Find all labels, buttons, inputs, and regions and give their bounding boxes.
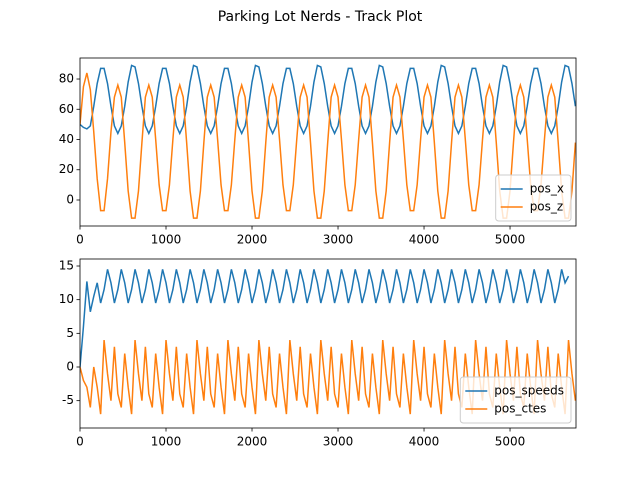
- x-tick-label: 4000: [409, 233, 440, 247]
- x-tick-label: 3000: [323, 233, 354, 247]
- x-tick-label: 5000: [495, 233, 526, 247]
- x-tick-label: 1000: [151, 233, 182, 247]
- y-tick-label: 40: [59, 132, 74, 146]
- legend-box: [459, 376, 572, 424]
- series-line: [80, 269, 570, 368]
- legend: pos_x pos_z: [495, 174, 572, 222]
- y-tick-label: 15: [59, 259, 74, 273]
- legend: pos_speeds pos_ctes: [459, 376, 572, 424]
- series-line: [80, 64, 576, 136]
- y-tick-label: 80: [59, 72, 74, 86]
- y-tick-label: 0: [66, 359, 74, 373]
- axes-frame: [79, 258, 577, 429]
- x-tick-label: 1000: [151, 435, 182, 449]
- legend-box: [495, 174, 572, 222]
- x-tick-label: 0: [76, 435, 84, 449]
- series-line: [80, 72, 576, 219]
- x-tick-label: 5000: [495, 435, 526, 449]
- y-tick-label: 60: [59, 102, 74, 116]
- legend-label: pos_z: [530, 200, 564, 214]
- legend-label: pos_ctes: [494, 402, 546, 416]
- axes-frame: [79, 57, 577, 227]
- y-tick-label: 20: [59, 162, 74, 176]
- y-tick-label: 5: [66, 326, 74, 340]
- y-tick-label: -5: [62, 393, 74, 407]
- x-tick-label: 3000: [323, 435, 354, 449]
- x-tick-label: 2000: [237, 233, 268, 247]
- legend-label: pos_speeds: [494, 384, 564, 398]
- y-tick-label: 0: [66, 192, 74, 206]
- x-tick-label: 4000: [409, 435, 440, 449]
- figure-title: Parking Lot Nerds - Track Plot: [218, 9, 423, 25]
- y-tick-label: 10: [59, 292, 74, 306]
- x-tick-label: 0: [76, 233, 84, 247]
- legend-label: pos_x: [530, 182, 564, 196]
- x-tick-label: 2000: [237, 435, 268, 449]
